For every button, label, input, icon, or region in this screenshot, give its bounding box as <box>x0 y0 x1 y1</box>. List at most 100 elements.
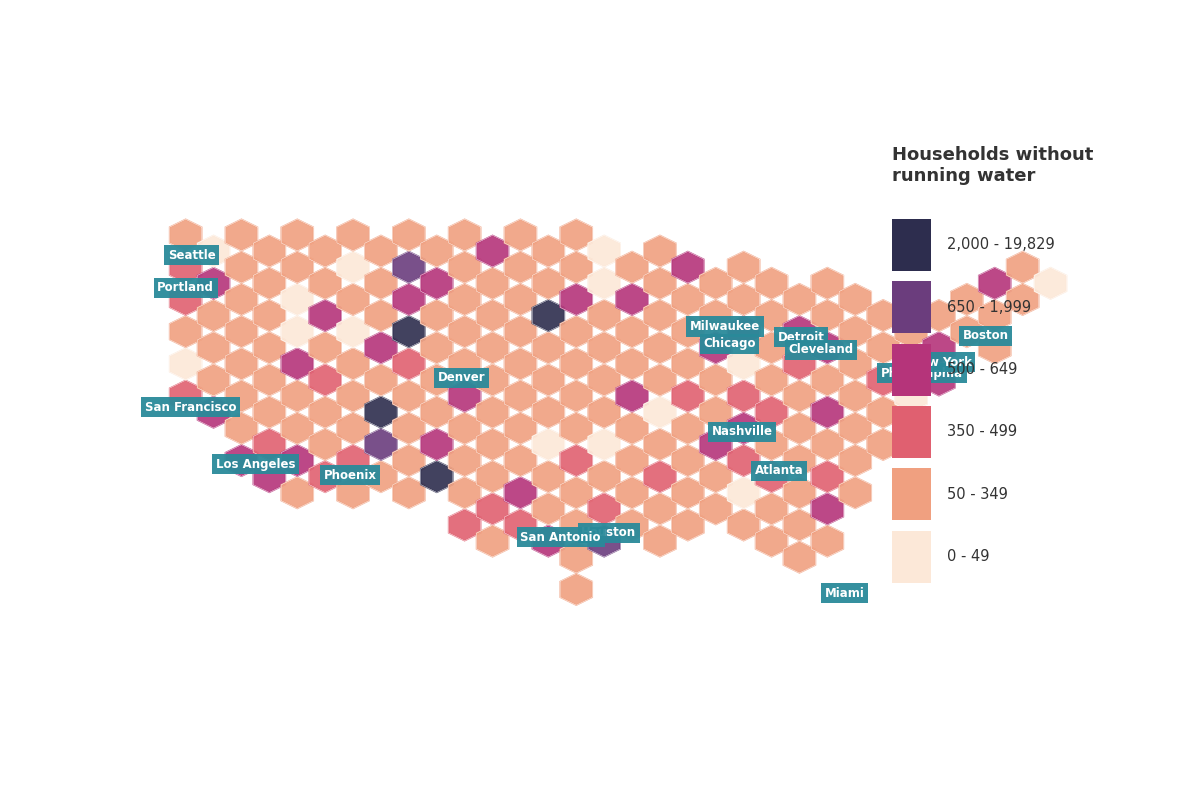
Polygon shape <box>811 526 844 557</box>
Text: Cleveland: Cleveland <box>788 343 853 356</box>
Polygon shape <box>672 316 704 347</box>
Polygon shape <box>533 493 564 525</box>
Polygon shape <box>504 477 536 509</box>
Text: Los Angeles: Los Angeles <box>216 458 295 471</box>
Polygon shape <box>198 364 229 396</box>
Text: Boston: Boston <box>962 330 1008 342</box>
Polygon shape <box>784 316 816 347</box>
Polygon shape <box>979 267 1010 299</box>
Polygon shape <box>727 477 760 509</box>
Polygon shape <box>784 380 816 412</box>
Polygon shape <box>811 300 844 331</box>
Polygon shape <box>868 300 899 331</box>
Polygon shape <box>700 429 732 460</box>
Polygon shape <box>560 284 593 315</box>
Polygon shape <box>365 300 397 331</box>
Polygon shape <box>281 413 313 444</box>
Polygon shape <box>476 364 509 396</box>
Text: 350 - 499: 350 - 499 <box>947 425 1018 439</box>
Polygon shape <box>365 364 397 396</box>
Polygon shape <box>700 300 732 331</box>
Polygon shape <box>616 284 648 315</box>
Polygon shape <box>476 235 509 267</box>
Polygon shape <box>533 429 564 460</box>
Polygon shape <box>337 284 370 315</box>
Polygon shape <box>644 526 676 557</box>
Text: San Antonio: San Antonio <box>521 531 601 544</box>
Polygon shape <box>253 364 286 396</box>
Polygon shape <box>923 364 955 396</box>
Text: Denver: Denver <box>438 371 485 384</box>
Polygon shape <box>784 445 816 476</box>
Polygon shape <box>811 493 844 525</box>
Polygon shape <box>811 396 844 428</box>
Polygon shape <box>392 219 425 251</box>
Text: 500 - 649: 500 - 649 <box>947 362 1018 377</box>
Polygon shape <box>895 284 928 315</box>
Polygon shape <box>895 380 928 412</box>
Text: Houston: Houston <box>581 526 636 539</box>
Polygon shape <box>784 542 816 573</box>
Polygon shape <box>226 316 258 347</box>
Polygon shape <box>337 219 370 251</box>
Polygon shape <box>476 429 509 460</box>
Polygon shape <box>310 429 341 460</box>
Polygon shape <box>950 284 983 315</box>
Text: Phoenix: Phoenix <box>324 469 377 482</box>
Polygon shape <box>421 396 452 428</box>
Polygon shape <box>644 332 676 363</box>
Polygon shape <box>588 364 620 396</box>
Polygon shape <box>672 284 704 315</box>
Polygon shape <box>281 219 313 251</box>
Polygon shape <box>226 380 258 412</box>
Text: Households without
running water: Households without running water <box>893 146 1093 185</box>
FancyBboxPatch shape <box>893 343 931 395</box>
Polygon shape <box>756 364 787 396</box>
Polygon shape <box>533 267 564 299</box>
Polygon shape <box>169 219 202 251</box>
Polygon shape <box>253 429 286 460</box>
Polygon shape <box>476 396 509 428</box>
Polygon shape <box>560 509 593 541</box>
Polygon shape <box>784 509 816 541</box>
Polygon shape <box>616 445 648 476</box>
Polygon shape <box>672 348 704 380</box>
Polygon shape <box>533 332 564 363</box>
Polygon shape <box>226 284 258 315</box>
Polygon shape <box>588 332 620 363</box>
Polygon shape <box>421 364 452 396</box>
Polygon shape <box>281 445 313 476</box>
Polygon shape <box>560 542 593 573</box>
Polygon shape <box>365 429 397 460</box>
Polygon shape <box>476 267 509 299</box>
Polygon shape <box>169 251 202 283</box>
Polygon shape <box>979 332 1010 363</box>
Polygon shape <box>365 332 397 363</box>
Polygon shape <box>868 396 899 428</box>
Polygon shape <box>421 300 452 331</box>
Polygon shape <box>811 364 844 396</box>
Text: 650 - 1,999: 650 - 1,999 <box>947 300 1032 314</box>
Polygon shape <box>560 380 593 412</box>
Polygon shape <box>700 364 732 396</box>
Polygon shape <box>310 364 341 396</box>
Polygon shape <box>700 461 732 493</box>
Polygon shape <box>839 477 871 509</box>
Polygon shape <box>365 396 397 428</box>
Polygon shape <box>504 445 536 476</box>
Polygon shape <box>337 380 370 412</box>
Polygon shape <box>281 348 313 380</box>
Polygon shape <box>392 413 425 444</box>
Polygon shape <box>337 348 370 380</box>
Polygon shape <box>616 380 648 412</box>
Text: Detroit: Detroit <box>778 331 824 344</box>
Text: 0 - 49: 0 - 49 <box>947 550 990 564</box>
Polygon shape <box>784 413 816 444</box>
Polygon shape <box>588 461 620 493</box>
Polygon shape <box>337 251 370 283</box>
Polygon shape <box>895 348 928 380</box>
Polygon shape <box>449 348 481 380</box>
Polygon shape <box>365 461 397 493</box>
Polygon shape <box>727 380 760 412</box>
FancyBboxPatch shape <box>893 218 931 270</box>
